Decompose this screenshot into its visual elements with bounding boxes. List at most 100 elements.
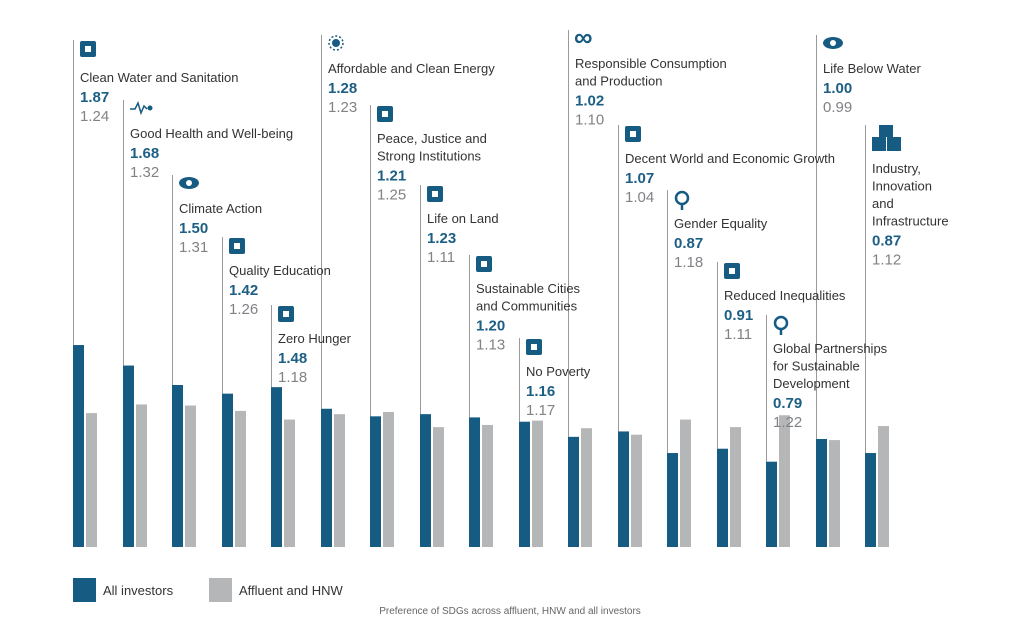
bar-affluent-hnw: [631, 434, 642, 547]
cubes-icon: [872, 125, 901, 151]
category-label: Industry, Innovation and Infrastructure 0.87…: [872, 125, 949, 269]
bar-affluent-hnw: [878, 426, 889, 547]
bar-all-investors: [618, 431, 629, 547]
data-label-all-investors: 1.42: [229, 282, 258, 299]
category-name: Responsible Consumption: [575, 56, 727, 71]
category-label: No Poverty 1.16 1.17: [526, 339, 591, 419]
bowl-icon: [278, 306, 294, 322]
bar-affluent-hnw: [334, 414, 345, 547]
category-name: Affordable and Clean Energy: [328, 61, 495, 76]
data-label-all-investors: 1.21: [377, 168, 406, 185]
data-label-affluent-hnw: 1.18: [674, 254, 703, 271]
data-label-affluent-hnw: 1.25: [377, 187, 406, 204]
legend-label-affluent: Affluent and HNW: [239, 583, 344, 598]
bar-all-investors: [816, 439, 827, 547]
data-label-all-investors: 1.50: [179, 220, 208, 237]
data-label-affluent-hnw: 1.13: [476, 337, 505, 354]
category-label: Zero Hunger 1.48 1.18: [278, 306, 352, 386]
data-label-affluent-hnw: 1.22: [773, 414, 802, 431]
category-label: Gender Equality 0.87 1.18: [674, 190, 768, 271]
data-label-affluent-hnw: 1.23: [328, 99, 357, 116]
legend-swatch-all-investors: [73, 578, 96, 602]
data-label-affluent-hnw: 1.31: [179, 239, 208, 256]
data-label-all-investors: 1.68: [130, 145, 159, 162]
svg-text:∞: ∞: [574, 22, 593, 52]
bar-all-investors: [73, 345, 84, 547]
data-label-all-investors: 0.87: [872, 233, 901, 250]
bar-all-investors: [519, 421, 530, 547]
data-label-all-investors: 1.28: [328, 80, 357, 97]
legend-label-all-investors: All investors: [103, 583, 174, 598]
category-name: Zero Hunger: [278, 331, 352, 346]
data-label-all-investors: 0.87: [674, 235, 703, 252]
data-label-all-investors: 1.07: [625, 170, 654, 187]
data-label-affluent-hnw: 1.18: [278, 369, 307, 386]
equality-icon: [724, 263, 740, 279]
bar-affluent-hnw: [482, 424, 493, 547]
category-name: Clean Water and Sanitation: [80, 70, 239, 85]
category-name: Innovation: [872, 179, 932, 194]
category-name: Decent World and Economic Growth: [625, 151, 835, 166]
bar-all-investors: [667, 453, 678, 547]
bar-all-investors: [271, 387, 282, 547]
chart-caption: Preference of SDGs across affluent, HNW …: [379, 606, 641, 617]
bar-all-investors: [172, 385, 183, 547]
category-label: Life Below Water 1.00 0.99: [823, 37, 921, 116]
data-label-affluent-hnw: 0.99: [823, 99, 852, 116]
category-name: Infrastructure: [872, 214, 949, 229]
data-label-affluent-hnw: 1.11: [724, 326, 752, 343]
bar-all-investors: [766, 461, 777, 547]
data-label-all-investors: 1.23: [427, 230, 456, 247]
category-label: ∞ Responsible Consumption and Production 1.…: [574, 22, 727, 129]
category-name: Gender Equality: [674, 216, 768, 231]
data-label-all-investors: 0.79: [773, 395, 802, 412]
data-label-all-investors: 1.48: [278, 350, 307, 367]
growth-chart-icon: [625, 126, 641, 142]
legend-swatch-affluent: [209, 578, 232, 602]
category-label: Reduced Inequalities 0.91 1.11: [724, 263, 846, 343]
bar-affluent-hnw: [185, 405, 196, 547]
data-label-affluent-hnw: 1.10: [575, 112, 604, 129]
category-name: Life on Land: [427, 211, 499, 226]
bar-affluent-hnw: [779, 415, 790, 547]
data-label-all-investors: 1.02: [575, 93, 604, 110]
buildings-icon: [476, 256, 492, 272]
category-name: Quality Education: [229, 263, 331, 278]
category-name: Industry,: [872, 161, 921, 176]
bar-all-investors: [717, 448, 728, 547]
eye-globe-icon: [179, 177, 199, 189]
category-name: and Communities: [476, 299, 578, 314]
infinity-icon: ∞: [574, 22, 593, 52]
bar-affluent-hnw: [284, 419, 295, 547]
bar-affluent-hnw: [532, 420, 543, 547]
bar-affluent-hnw: [383, 412, 394, 547]
data-label-affluent-hnw: 1.17: [526, 402, 555, 419]
gender-icon: [674, 190, 690, 210]
category-label: Peace, Justice and Strong Institutions 1.2…: [377, 106, 487, 204]
category-label: Quality Education 1.42 1.26: [229, 238, 331, 318]
bar-affluent-hnw: [235, 410, 246, 547]
tree-icon: [427, 186, 443, 202]
category-name: and: [872, 196, 894, 211]
category-name: Global Partnerships: [773, 341, 888, 356]
category-label: Life on Land 1.23 1.11: [427, 186, 499, 266]
data-label-affluent-hnw: 1.24: [80, 108, 109, 125]
data-label-affluent-hnw: 1.32: [130, 164, 159, 181]
category-label: Decent World and Economic Growth 1.07 1.04: [625, 126, 835, 206]
data-label-affluent-hnw: 1.04: [625, 189, 654, 206]
bar-all-investors: [222, 393, 233, 547]
bar-all-investors: [568, 436, 579, 547]
fish-icon: [823, 37, 843, 49]
dove-icon: [377, 106, 393, 122]
category-name: Sustainable Cities: [476, 281, 581, 296]
bar-affluent-hnw: [581, 428, 592, 547]
bar-all-investors: [865, 453, 876, 547]
heartbeat-icon: [130, 100, 153, 116]
flower-icon: [773, 315, 789, 335]
bar-affluent-hnw: [730, 427, 741, 547]
data-label-all-investors: 1.20: [476, 318, 505, 335]
sun-icon: [328, 35, 344, 51]
data-label-affluent-hnw: 1.12: [872, 252, 901, 269]
category-name: Reduced Inequalities: [724, 288, 846, 303]
